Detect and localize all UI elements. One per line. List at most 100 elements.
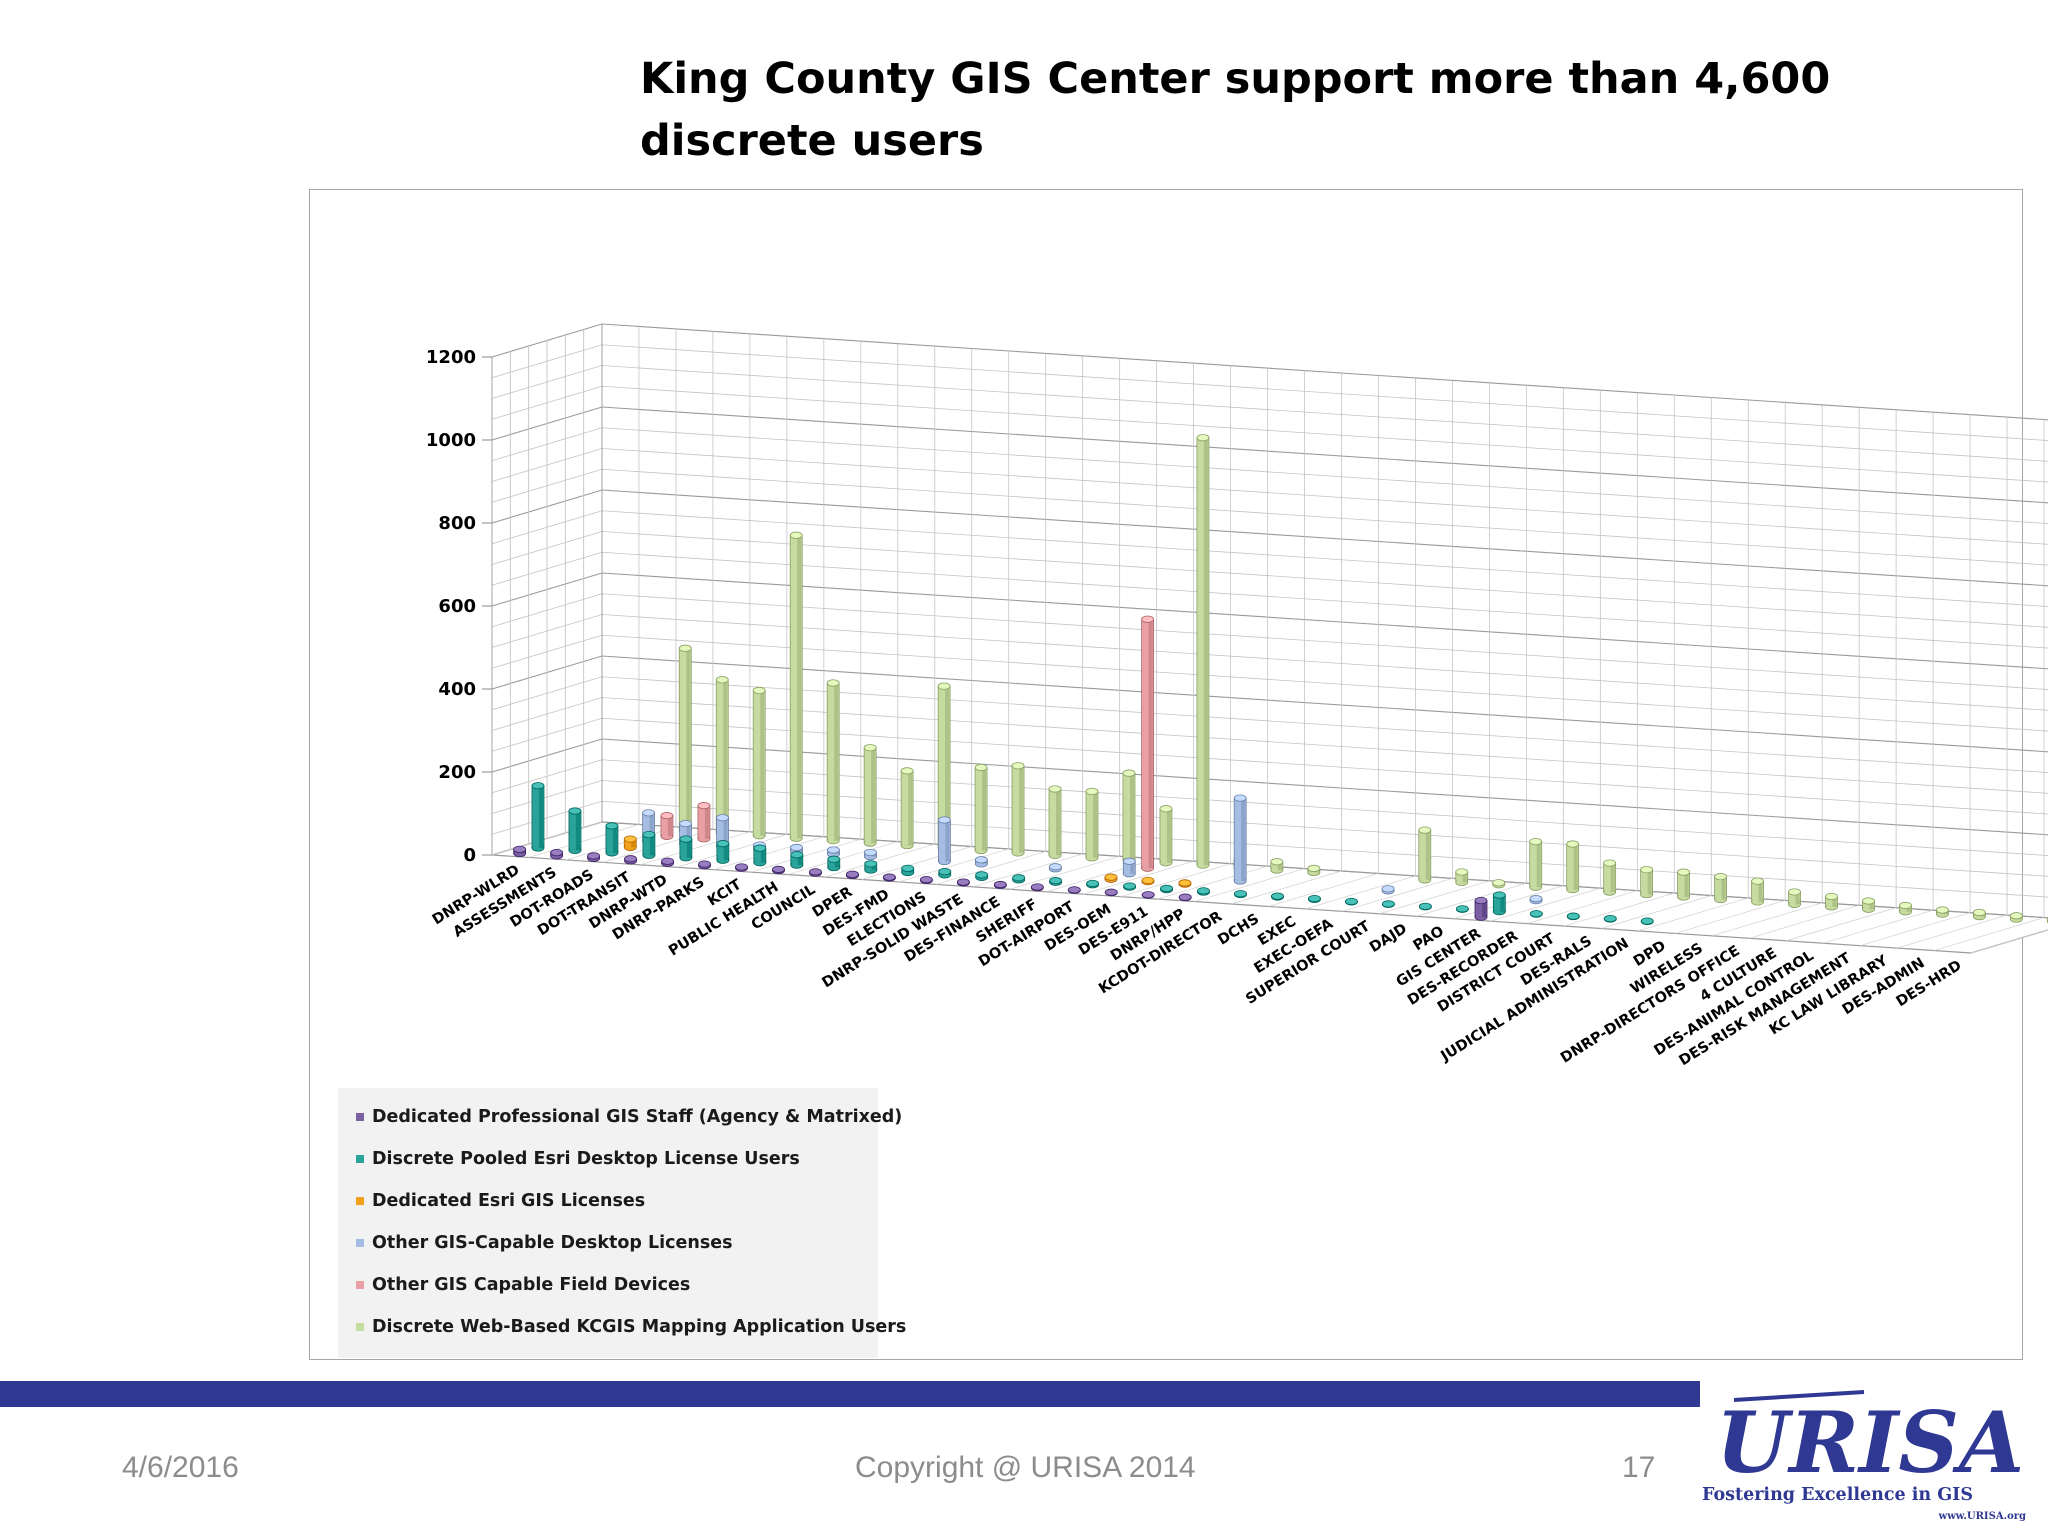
bar-fill [606, 825, 617, 853]
bar-shade [1462, 871, 1467, 883]
bar [698, 860, 711, 870]
bar-top [1048, 863, 1062, 871]
bar [1566, 912, 1580, 921]
bar-top [1640, 917, 1654, 925]
legend-label: Dedicated Professional GIS Staff (Agency… [372, 1107, 903, 1127]
bar-top [827, 846, 840, 854]
bar [864, 848, 877, 861]
bar-top [735, 863, 748, 871]
bar-shade [1684, 872, 1689, 898]
y-tick-label: 400 [438, 679, 476, 700]
legend-swatch [356, 1281, 364, 1289]
gridline [1490, 887, 1601, 922]
bar-fill [1567, 844, 1578, 890]
bar-top [790, 843, 803, 852]
bar-top [827, 855, 841, 863]
bar [772, 865, 785, 875]
bar-top [679, 819, 692, 828]
bar-shade [1056, 788, 1061, 856]
bar-fill [1013, 765, 1024, 853]
bar-fill [532, 785, 543, 848]
bar [1104, 873, 1118, 883]
bar-top [1418, 826, 1432, 834]
bar-top [1566, 840, 1580, 848]
bar-top [901, 864, 915, 872]
gridline [1453, 885, 1564, 920]
bar [1714, 873, 1727, 904]
bar-top [1474, 896, 1488, 905]
bar [1270, 858, 1284, 874]
bar-top [1455, 868, 1469, 876]
bar-top [1196, 434, 1210, 442]
bar-fill [1235, 798, 1246, 882]
page-number: 17 [1622, 1451, 1656, 1484]
gridline [1416, 882, 1527, 917]
x-tick-label: DAJD [1367, 921, 1410, 956]
bar [975, 871, 989, 881]
bar [1104, 888, 1118, 897]
bar-fill [1050, 788, 1061, 856]
bar [1345, 897, 1358, 906]
bar-fill [976, 767, 987, 851]
bar-shade [760, 690, 765, 836]
bar-top [1085, 787, 1099, 796]
legend-item: Other GIS-Capable Desktop Licenses [338, 1222, 878, 1264]
bar [1271, 892, 1284, 901]
bar [1455, 905, 1469, 913]
bar-top [753, 844, 767, 852]
gridline [824, 843, 935, 878]
bar-shade [1482, 900, 1487, 918]
bar [1492, 891, 1506, 916]
gridline [1342, 878, 1453, 912]
bar-top [1640, 866, 1654, 874]
bar [1067, 886, 1081, 894]
bar-shade [1758, 881, 1763, 902]
gridline [972, 853, 1083, 888]
bar-top [1862, 897, 1875, 905]
bar-shade [1277, 861, 1282, 871]
gridline [1009, 855, 1120, 890]
bar-fill [643, 812, 654, 842]
bar-shade [1610, 863, 1615, 893]
bar [1529, 837, 1543, 891]
gridline [1638, 897, 1749, 932]
bar-shade [538, 785, 543, 848]
chart-legend: Dedicated Professional GIS Staff (Agency… [338, 1088, 906, 1358]
bar-shade [612, 825, 617, 853]
bar [809, 868, 822, 877]
bar [1086, 879, 1100, 889]
bar-fill [1197, 437, 1208, 866]
gridline [1712, 902, 1823, 937]
bar-top [1382, 900, 1395, 908]
y-axis-ticks: 0 200 400 600 800 1000 1200 [426, 347, 492, 866]
bar [900, 767, 914, 850]
bar [605, 822, 619, 857]
bar-top [587, 852, 601, 860]
bar-shade [1795, 891, 1800, 905]
gridline [1970, 929, 2048, 954]
bar [1640, 917, 1654, 926]
bar-fill [569, 811, 580, 851]
bar-fill [1641, 869, 1652, 895]
bar [956, 878, 970, 887]
bar-fill [902, 770, 913, 846]
legend-label: Discrete Pooled Esri Desktop License Use… [372, 1149, 800, 1169]
bar [1418, 902, 1432, 911]
gridline [935, 851, 1046, 885]
gridline [1305, 875, 1416, 910]
bar-top [919, 875, 933, 884]
bar-top [1067, 886, 1081, 894]
bar-fill [717, 679, 728, 834]
logo-url: www.URISA.org [1938, 1511, 2026, 1522]
bar [678, 644, 692, 835]
bar-top [624, 855, 637, 863]
bar-fill [680, 648, 691, 831]
gridline [1601, 895, 1712, 929]
bar [1529, 910, 1543, 918]
bar [1603, 859, 1617, 896]
bar [938, 868, 952, 879]
bar [1197, 887, 1210, 896]
bar [1381, 885, 1395, 895]
bar [993, 880, 1007, 889]
bar [531, 782, 545, 852]
